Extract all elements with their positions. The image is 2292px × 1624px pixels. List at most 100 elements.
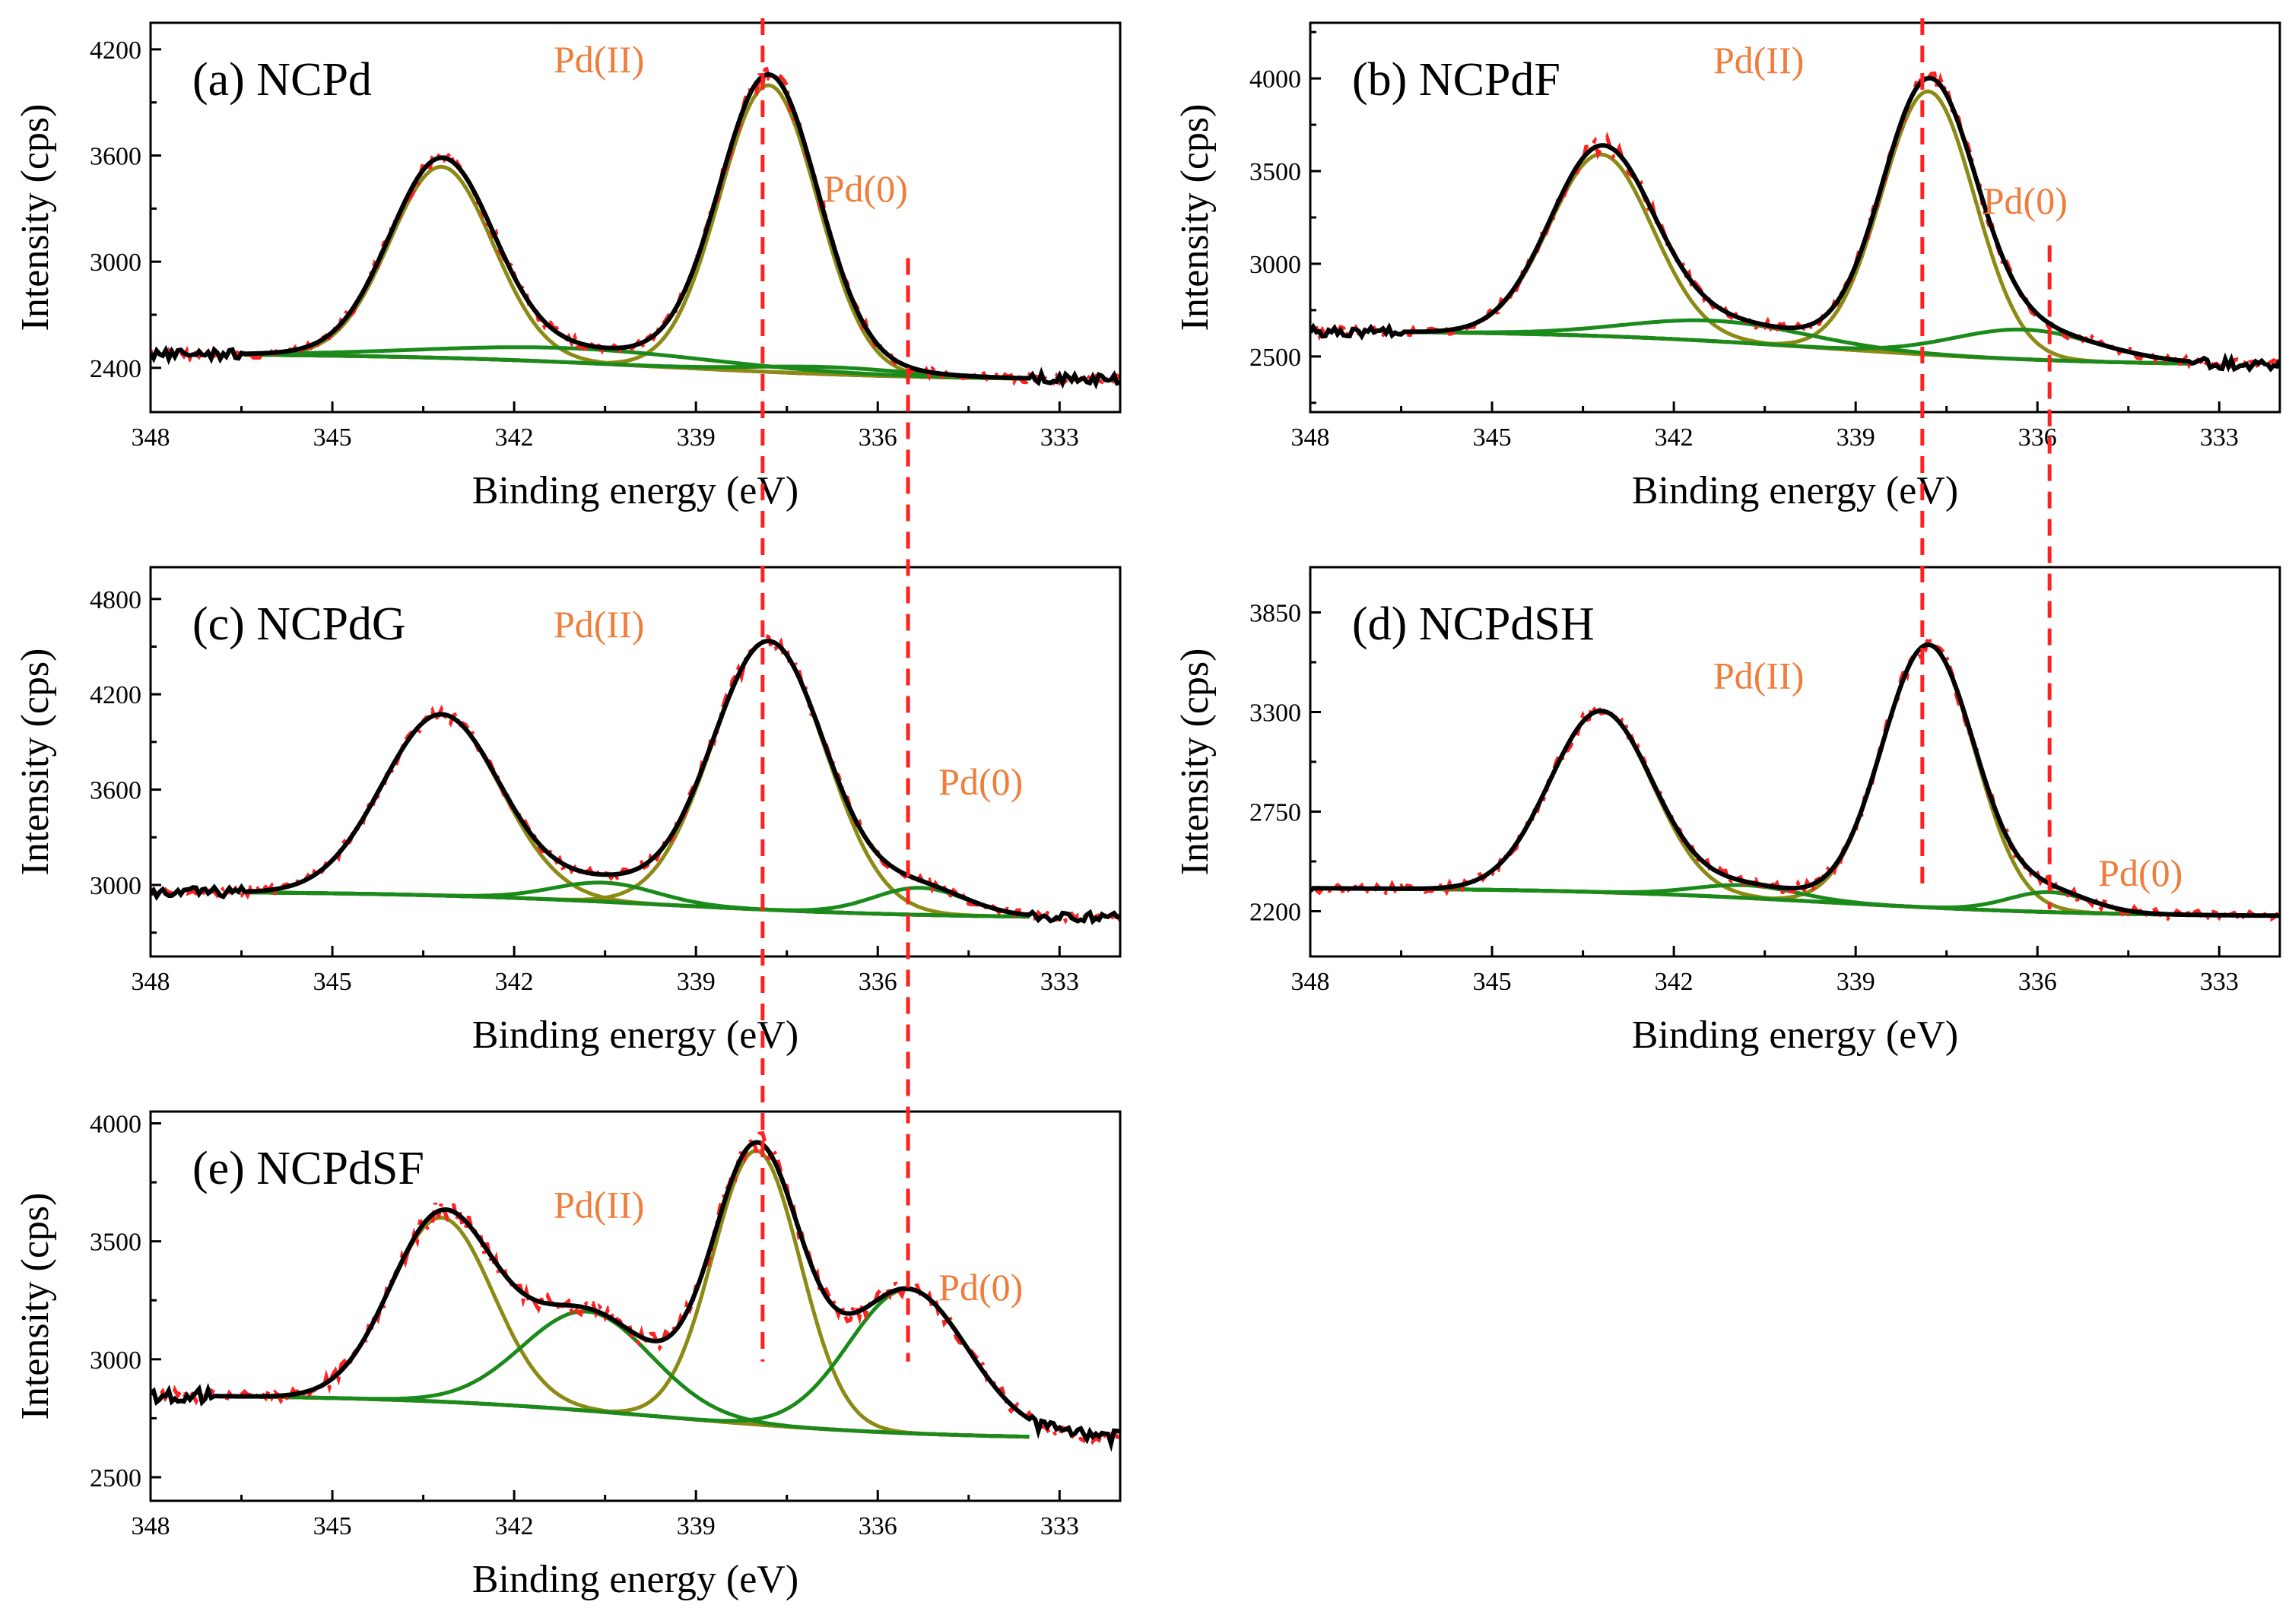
x-tick-label: 348 [132,968,170,996]
x-tick-label: 333 [1040,1512,1079,1540]
panel-title: (c) NCPdG [192,598,406,650]
panel-title: (e) NCPdSF [192,1143,424,1194]
panel-title: (b) NCPdF [1352,54,1560,106]
pd0-annotation: Pd(0) [824,167,908,210]
x-tick-label: 339 [677,423,716,452]
x-tick-label: 333 [2200,968,2239,996]
y-tick-label: 2750 [1249,798,1301,826]
curves [151,64,1120,390]
y-axis-title: Intensity (cps) [14,1193,57,1420]
raw-data-line [151,64,1120,387]
panels-layer: 348 345 342 339 336 333 2400 3000 3600 4200 Bindin… [14,21,2281,1601]
y-tick-label: 2500 [1249,344,1301,372]
panel-b: 348 345 342 339 336 3332500300035004000Bindin… [1173,21,2281,512]
pd0-component-2 [1404,318,2189,366]
x-tick-label: 345 [1473,423,1512,452]
x-tick-label: 333 [1040,423,1079,452]
panel-title: (a) NCPd [192,54,372,106]
x-tick-label: 345 [313,423,352,452]
pd0-annotation: Pd(0) [1983,179,2068,222]
x-tick-label: 342 [495,423,534,452]
panel-d: 348 345 342 339 336 333 2200 2750 3300 3850 Bindin… [1173,566,2281,1057]
y-tick-label: 2400 [90,355,141,383]
panel-a: 348 345 342 339 336 333 2400 3000 3600 4200 Bindin… [14,21,1122,512]
curves [151,633,1120,925]
pd0-annotation: Pd(0) [2098,852,2182,894]
x-tick-label: 345 [313,1512,352,1540]
pd2-component-1 [244,83,1030,381]
pd2-annotation: Pd(II) [554,1184,644,1226]
y-tick-label: 3000 [90,872,141,900]
x-tick-label: 339 [677,968,716,996]
pd2-annotation: Pd(II) [554,38,644,81]
raw-data-line [1310,70,2280,373]
x-tick-label: 339 [1836,968,1875,996]
curves [1310,629,2280,921]
x-tick-label: 348 [132,423,170,452]
y-tick-label: 3500 [1249,158,1301,186]
x-tick-label: 345 [1473,968,1512,996]
x-tick-label: 342 [495,1512,534,1540]
x-tick-label: 342 [1655,968,1694,996]
pd2-annotation: Pd(II) [1713,655,1804,697]
plot-frame [149,21,1122,414]
pd0-component-3 [244,886,1030,917]
envelope-line [151,639,1120,925]
envelope-line [151,1140,1120,1452]
reference-lines-layer [760,18,2052,1362]
x-tick-label: 348 [1291,968,1330,996]
pd0-component-3 [244,353,1030,381]
y-tick-label: 4200 [90,36,141,65]
x-tick-label: 336 [859,1512,897,1540]
plot-frame [149,566,1122,958]
panel-e: 348 345 342 339 336 333 2500 3000 3500 4000 Bindin… [14,1110,1122,1601]
panel-title: (d) NCPdSH [1352,598,1595,650]
y-axis-title: Intensity (cps) [14,104,57,331]
y-tick-label: 4200 [90,681,141,709]
pd2-component-1 [1404,89,2189,366]
x-axis-title: Binding energy (eV) [472,1013,798,1057]
y-tick-label: 4000 [1249,65,1301,94]
y-tick-label: 3000 [1249,251,1301,279]
y-tick-label: 3500 [90,1229,141,1257]
panel-c: 348 345 342 339 336 333 3000 3600 4200 4800 Bindin… [14,566,1122,1057]
x-tick-label: 348 [1291,423,1330,452]
x-tick-label: 336 [859,423,897,452]
x-tick-label: 339 [1836,423,1875,452]
y-tick-label: 3000 [90,1346,141,1375]
y-tick-label: 3300 [1249,699,1301,728]
plot-frame [149,1110,1122,1502]
x-tick-label: 342 [495,968,534,996]
x-tick-label: 336 [859,968,897,996]
y-tick-label: 3600 [90,143,141,171]
pd2-annotation: Pd(II) [1713,39,1804,81]
envelope-line [1310,642,2280,918]
x-tick-label: 339 [677,1512,716,1540]
pd2-annotation: Pd(II) [554,603,644,645]
x-tick-label: 348 [132,1512,170,1540]
pd0-component-2 [244,345,1030,381]
y-tick-label: 2500 [90,1464,141,1492]
y-axis-title: Intensity (cps) [1173,104,1217,331]
y-axis-title: Intensity (cps) [14,649,57,876]
pd0-annotation: Pd(0) [938,760,1023,803]
x-axis-title: Binding energy (eV) [1632,1013,1958,1057]
pd0-annotation: Pd(0) [938,1266,1023,1308]
x-axis-title: Binding energy (eV) [472,1558,798,1601]
y-tick-label: 4800 [90,586,141,614]
y-tick-label: 3000 [90,249,141,277]
x-tick-label: 336 [2018,968,2057,996]
curves [151,1131,1120,1452]
y-axis-title: Intensity (cps) [1173,649,1217,876]
x-axis-title: Binding energy (eV) [1632,469,1958,512]
x-axis-title: Binding energy (eV) [472,469,798,512]
x-tick-label: 333 [1040,968,1079,996]
curves [1310,70,2280,373]
pd0-component-3 [1404,327,2189,363]
envelope-line [151,71,1120,390]
y-tick-label: 3600 [90,777,141,805]
y-tick-label: 4000 [90,1111,141,1139]
x-tick-label: 333 [2200,423,2239,452]
y-tick-label: 3850 [1249,600,1301,628]
